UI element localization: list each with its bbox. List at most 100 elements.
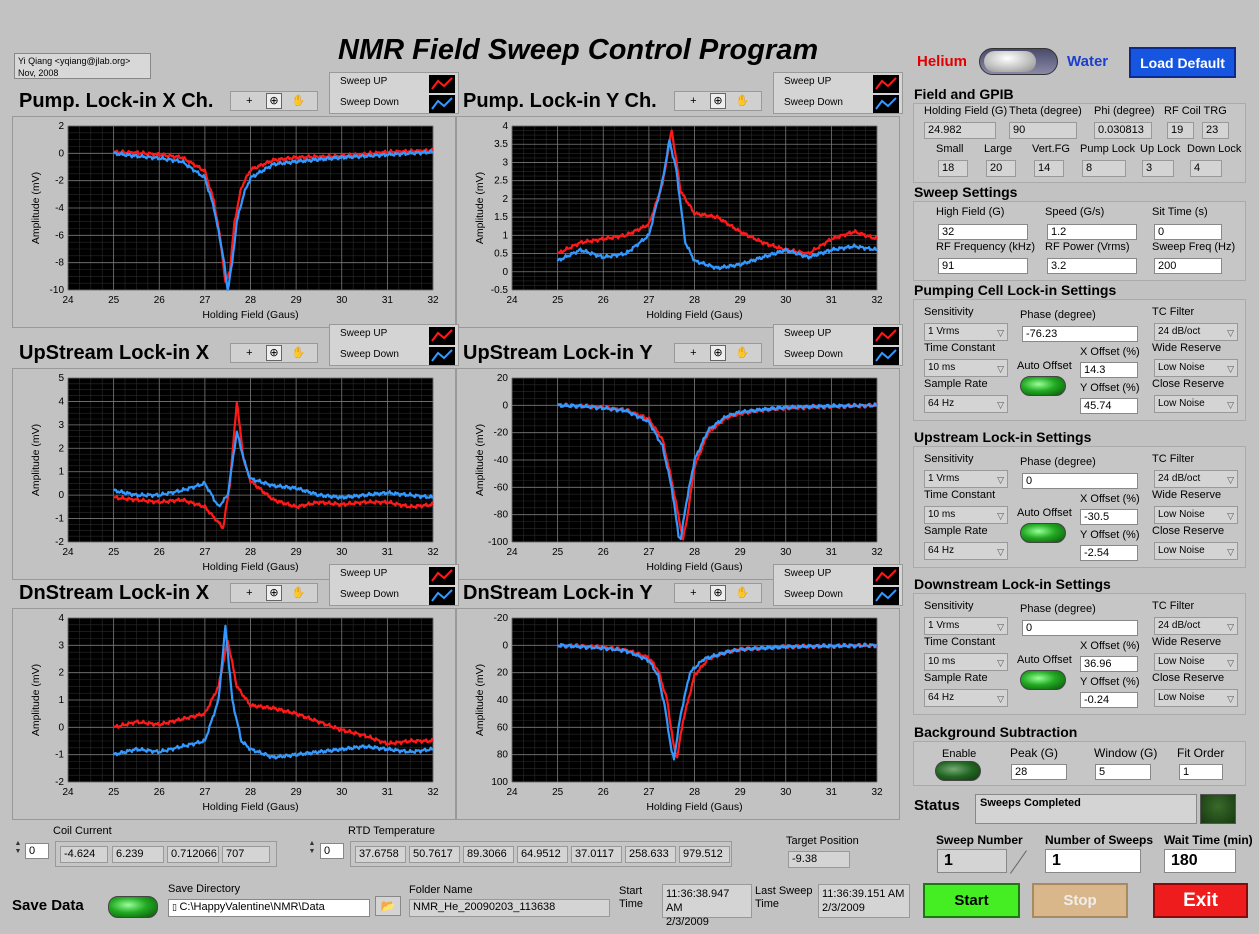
x-tick-label: 32 bbox=[871, 787, 883, 798]
close-reserve-select[interactable]: Low Noise ▽ bbox=[1154, 395, 1238, 413]
cursor-move-icon[interactable]: + bbox=[246, 587, 253, 599]
wide-reserve-select[interactable]: Low Noise ▽ bbox=[1154, 506, 1238, 524]
tc-filter-select[interactable]: 24 dB/oct ▽ bbox=[1154, 323, 1238, 341]
cursor-move-icon[interactable]: + bbox=[246, 347, 253, 359]
y-offset-input[interactable]: 45.74 bbox=[1080, 398, 1138, 414]
time-constant-select[interactable]: 10 ms ▽ bbox=[924, 653, 1008, 671]
auto-offset-button[interactable] bbox=[1020, 670, 1066, 690]
legend-swatch-up[interactable] bbox=[873, 567, 899, 585]
high-field-input[interactable]: 32 bbox=[938, 224, 1028, 240]
coil-current-index[interactable]: 0 bbox=[25, 843, 49, 859]
author-email: Yi Qiang <yqiang@jlab.org> bbox=[18, 56, 131, 66]
pan-hand-icon[interactable]: ✋ bbox=[735, 347, 750, 359]
zoom-icon[interactable]: ⊕ bbox=[709, 93, 726, 109]
sample-rate-select[interactable]: 64 Hz ▽ bbox=[924, 395, 1008, 413]
window-input[interactable]: 5 bbox=[1095, 764, 1151, 780]
phase-input[interactable]: -76.23 bbox=[1022, 326, 1138, 342]
pan-hand-icon[interactable]: ✋ bbox=[735, 587, 750, 599]
wide-reserve-value: Low Noise bbox=[1158, 362, 1205, 373]
cursor-move-icon[interactable]: + bbox=[690, 95, 697, 107]
sample-rate-select[interactable]: 64 Hz ▽ bbox=[924, 689, 1008, 707]
rtd-index[interactable]: 0 bbox=[320, 843, 344, 859]
start-button[interactable]: Start bbox=[923, 883, 1020, 918]
x-offset-input[interactable]: 36.96 bbox=[1080, 656, 1138, 672]
rf-power-input[interactable]: 3.2 bbox=[1047, 258, 1137, 274]
enable-toggle[interactable] bbox=[935, 761, 981, 781]
tc-filter-label: TC Filter bbox=[1152, 453, 1195, 465]
peak-input[interactable]: 28 bbox=[1011, 764, 1067, 780]
zoom-icon[interactable]: ⊕ bbox=[709, 585, 726, 601]
number-of-sweeps-input[interactable]: 1 bbox=[1045, 849, 1141, 873]
rf-frequency-input[interactable]: 91 bbox=[938, 258, 1028, 274]
sit-time-input[interactable]: 0 bbox=[1154, 224, 1222, 240]
series-line-sweep-down bbox=[556, 402, 878, 541]
x-offset-input[interactable]: -30.5 bbox=[1080, 509, 1138, 525]
graph-palette: + ⊕ ✋ bbox=[230, 91, 318, 111]
helium-water-toggle[interactable] bbox=[979, 48, 1058, 75]
save-data-toggle[interactable] bbox=[108, 896, 158, 918]
save-directory-input[interactable]: ▯ C:\HappyValentine\NMR\Data bbox=[168, 899, 370, 917]
time-constant-value: 10 ms bbox=[928, 509, 956, 520]
legend-swatch-down[interactable] bbox=[429, 587, 455, 605]
phase-input[interactable]: 0 bbox=[1022, 473, 1138, 489]
y-offset-input[interactable]: -0.24 bbox=[1080, 692, 1138, 708]
close-reserve-select[interactable]: Low Noise ▽ bbox=[1154, 689, 1238, 707]
legend-swatch-down[interactable] bbox=[429, 347, 455, 365]
sensitivity-select[interactable]: 1 Vrms ▽ bbox=[924, 617, 1008, 635]
legend-swatch-down[interactable] bbox=[873, 347, 899, 365]
pan-hand-icon[interactable]: ✋ bbox=[735, 95, 750, 107]
exit-button[interactable]: Exit bbox=[1153, 883, 1248, 918]
tc-filter-select[interactable]: 24 dB/oct ▽ bbox=[1154, 617, 1238, 635]
time-constant-value: 10 ms bbox=[928, 362, 956, 373]
legend-swatch-up[interactable] bbox=[873, 75, 899, 93]
legend-swatch-down[interactable] bbox=[873, 587, 899, 605]
zoom-icon[interactable]: ⊕ bbox=[709, 345, 726, 361]
auto-offset-button[interactable] bbox=[1020, 523, 1066, 543]
time-constant-select[interactable]: 10 ms ▽ bbox=[924, 359, 1008, 377]
sensitivity-select[interactable]: 1 Vrms ▽ bbox=[924, 323, 1008, 341]
browse-folder-icon[interactable]: 📂 bbox=[375, 896, 401, 916]
legend-swatch-down[interactable] bbox=[873, 95, 899, 113]
chevron-down-icon: ▽ bbox=[1227, 475, 1234, 485]
legend-swatch-up[interactable] bbox=[429, 327, 455, 345]
plot-area[interactable]: 24 25 26 27 28 29 30 31 32 5 4 3 2 1 0 -1 -2 Holding Fiel… bbox=[12, 368, 456, 580]
cursor-move-icon[interactable]: + bbox=[246, 95, 253, 107]
plot-area[interactable]: 24 25 26 27 28 29 30 31 32 4 3 2 1 0 -1 -2 Holding Field… bbox=[12, 608, 456, 820]
legend-swatch-up[interactable] bbox=[429, 567, 455, 585]
legend-swatch-up[interactable] bbox=[429, 75, 455, 93]
sweep-freq-input[interactable]: 200 bbox=[1154, 258, 1222, 274]
x-offset-input[interactable]: 14.3 bbox=[1080, 362, 1138, 378]
load-default-button[interactable]: Load Default bbox=[1129, 47, 1236, 78]
y-offset-input[interactable]: -2.54 bbox=[1080, 545, 1138, 561]
time-constant-select[interactable]: 10 ms ▽ bbox=[924, 506, 1008, 524]
phase-input[interactable]: 0 bbox=[1022, 620, 1138, 636]
cursor-move-icon[interactable]: + bbox=[690, 587, 697, 599]
tc-filter-select[interactable]: 24 dB/oct ▽ bbox=[1154, 470, 1238, 488]
cursor-move-icon[interactable]: + bbox=[690, 347, 697, 359]
zoom-icon[interactable]: ⊕ bbox=[265, 585, 282, 601]
fit-order-input[interactable]: 1 bbox=[1179, 764, 1223, 780]
zoom-icon[interactable]: ⊕ bbox=[265, 93, 282, 109]
sample-rate-select[interactable]: 64 Hz ▽ bbox=[924, 542, 1008, 560]
pan-hand-icon[interactable]: ✋ bbox=[291, 587, 306, 599]
stop-button[interactable]: Stop bbox=[1032, 883, 1128, 918]
slash-divider bbox=[1010, 850, 1027, 874]
plot-area[interactable]: 24 25 26 27 28 29 30 31 32 -20 0 20 40 60 80 100 Holding… bbox=[456, 608, 900, 820]
plot-area[interactable]: 24 25 26 27 28 29 30 31 32 4 3.5 3 2.5 2 1.5 1 0.5 0 -0.5 H… bbox=[456, 116, 900, 328]
pan-hand-icon[interactable]: ✋ bbox=[291, 347, 306, 359]
speed-input[interactable]: 1.2 bbox=[1047, 224, 1137, 240]
zoom-icon[interactable]: ⊕ bbox=[265, 345, 282, 361]
rtd-index-spinner[interactable]: ▲ ▼ bbox=[308, 840, 316, 855]
plot-area[interactable]: 24 25 26 27 28 29 30 31 32 20 0 -20 -40 -60 -80 -100 Hol… bbox=[456, 368, 900, 580]
wait-time-input[interactable]: 180 bbox=[1164, 849, 1236, 873]
legend-swatch-down[interactable] bbox=[429, 95, 455, 113]
legend-swatch-up[interactable] bbox=[873, 327, 899, 345]
coil-current-index-spinner[interactable]: ▲ ▼ bbox=[14, 840, 22, 855]
wide-reserve-select[interactable]: Low Noise ▽ bbox=[1154, 653, 1238, 671]
sensitivity-select[interactable]: 1 Vrms ▽ bbox=[924, 470, 1008, 488]
close-reserve-select[interactable]: Low Noise ▽ bbox=[1154, 542, 1238, 560]
auto-offset-button[interactable] bbox=[1020, 376, 1066, 396]
wide-reserve-select[interactable]: Low Noise ▽ bbox=[1154, 359, 1238, 377]
plot-area[interactable]: 24 25 26 27 28 29 30 31 32 2 0 -2 -4 -6 -8 -10 Holding F… bbox=[12, 116, 456, 328]
pan-hand-icon[interactable]: ✋ bbox=[291, 95, 306, 107]
